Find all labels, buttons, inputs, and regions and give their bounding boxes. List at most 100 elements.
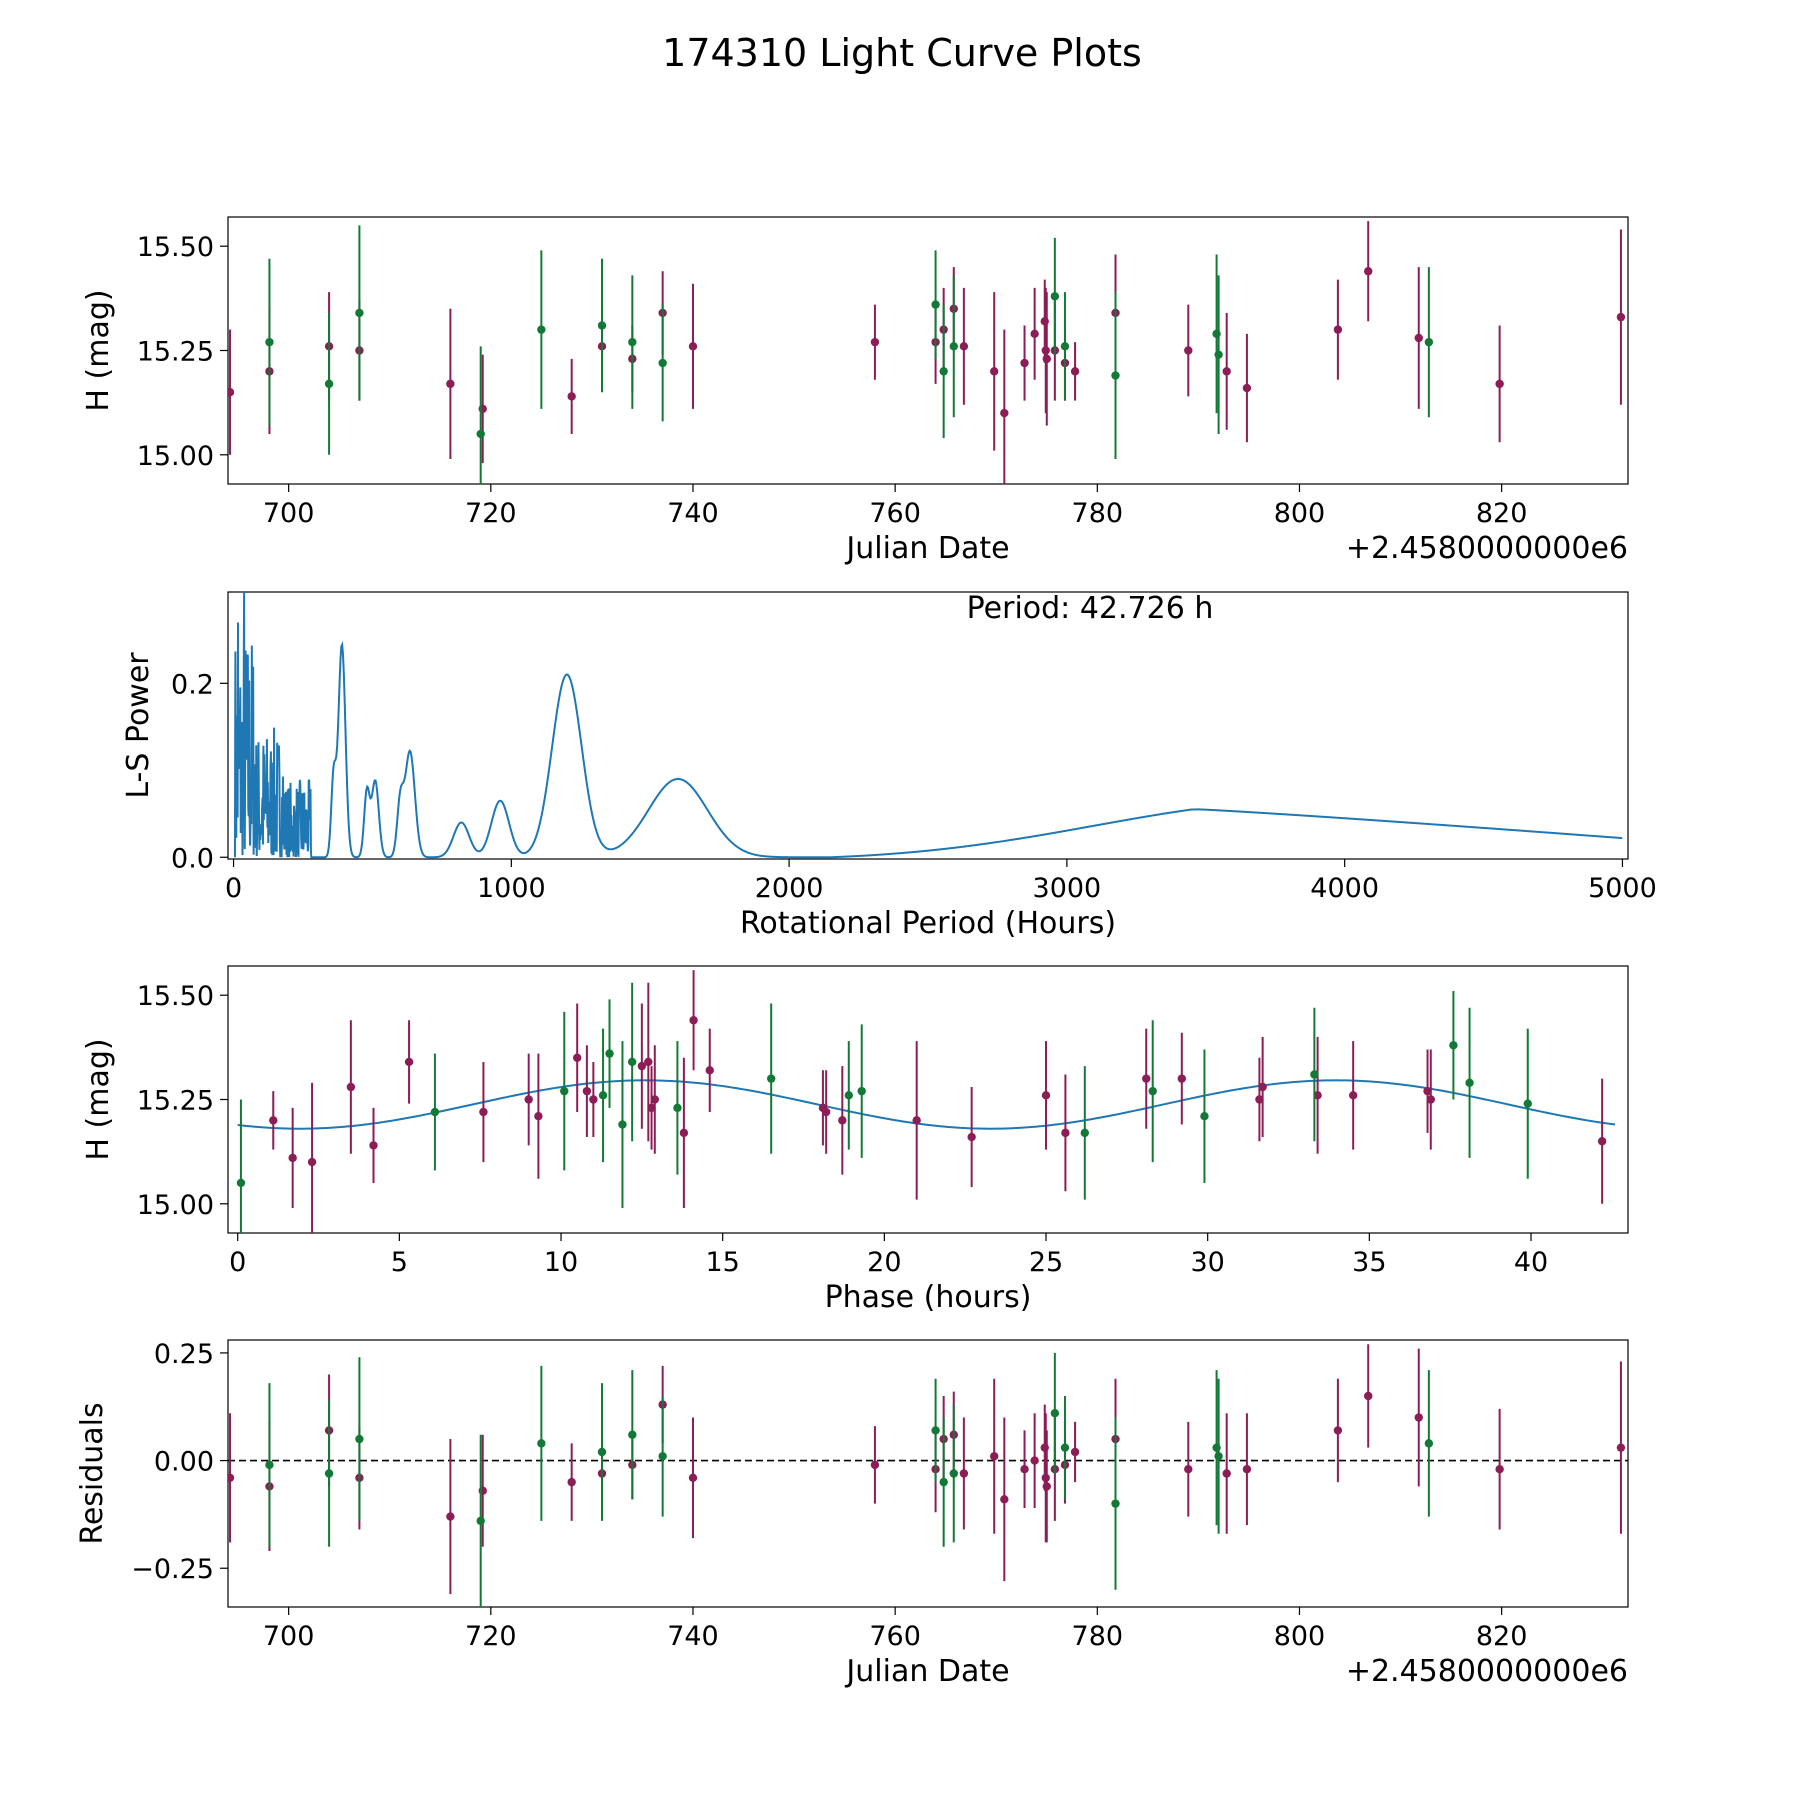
data-point-r <box>1495 379 1504 389</box>
data-point-g <box>597 1447 607 1457</box>
data-point-g <box>1050 292 1060 301</box>
x-tick-label: 780 <box>1072 498 1124 529</box>
data-point-r <box>1364 267 1373 276</box>
data-point-g <box>598 1091 608 1100</box>
data-point-g <box>628 1430 637 1439</box>
data-point-g <box>560 1086 569 1096</box>
data-point-g <box>1214 1452 1223 1461</box>
data-point-r <box>1333 325 1343 334</box>
data-point-g <box>355 308 364 318</box>
x-axis-label: Julian Date <box>844 531 1009 566</box>
data-point-r <box>870 337 880 347</box>
x-tick-label: 35 <box>1352 1247 1386 1278</box>
data-point-r <box>479 1107 488 1117</box>
data-point-g <box>1310 1070 1319 1079</box>
axes-frame <box>227 965 1629 1234</box>
x-tick-label: 0 <box>225 873 242 904</box>
data-point-r <box>1414 333 1423 343</box>
data-point-r <box>1061 1128 1070 1138</box>
panel-residuals: 700 720 740 760 780 800 820 −0.25 0.00 0.25 Julian… <box>75 1339 1629 1689</box>
x-tick-label: 740 <box>667 1621 719 1652</box>
y-tick-label: 0.0 <box>171 843 214 874</box>
data-point-r <box>959 1469 969 1478</box>
data-point-r <box>524 1095 533 1104</box>
data-point-r <box>688 1473 698 1483</box>
data-point-r <box>821 1107 831 1117</box>
data-point-r <box>689 1016 698 1025</box>
data-point-g <box>1060 342 1070 351</box>
data-point-g <box>931 300 940 309</box>
x-tick-label: 1000 <box>477 873 546 904</box>
x-tick-label: 4000 <box>1310 873 1379 904</box>
data-point-g <box>265 337 274 347</box>
data-point-r <box>369 1141 378 1150</box>
x-tick-label: 3000 <box>1033 873 1102 904</box>
data-point-g <box>1050 1409 1060 1418</box>
panel-periodogram: 0 1000 2000 3000 4000 5000 0.0 0.2 Rotational Pe… <box>121 591 1657 941</box>
data-point-r <box>1426 1095 1435 1104</box>
data-point-r <box>1364 1391 1373 1401</box>
data-point-r <box>1184 346 1193 355</box>
data-point-g <box>658 358 667 368</box>
data-point-r <box>1000 1495 1009 1504</box>
data-point-g <box>1080 1128 1090 1138</box>
data-point-g <box>931 1426 940 1435</box>
data-layer <box>228 221 1626 484</box>
data-point-r <box>647 1103 656 1113</box>
data-point-r <box>1070 367 1080 376</box>
data-point-g <box>1424 337 1434 347</box>
data-point-r <box>582 1086 592 1096</box>
x-tick-label: 760 <box>869 1621 921 1652</box>
data-point-r <box>1616 312 1626 322</box>
data-point-r <box>1030 1456 1039 1465</box>
data-point-g <box>618 1120 627 1129</box>
data-point-r <box>446 1512 455 1521</box>
data-point-r <box>567 392 576 401</box>
data-point-r <box>1242 383 1252 393</box>
fit-curve <box>237 1079 1616 1130</box>
data-point-r <box>959 342 969 351</box>
data-point-r <box>1070 1447 1080 1457</box>
x-tick-label: 780 <box>1072 1621 1124 1652</box>
y-tick-label: 0.25 <box>154 1339 214 1370</box>
x-offset-text: +2.4580000000e6 <box>1346 531 1628 566</box>
x-tick-label: 760 <box>869 498 921 529</box>
data-point-g <box>537 1439 546 1448</box>
data-point-r <box>534 1111 543 1121</box>
data-point-r <box>990 1452 999 1461</box>
y-axis-label: H (mag) <box>81 1038 116 1160</box>
y-tick-label: 15.25 <box>137 337 214 368</box>
x-tick-label: 15 <box>706 1247 740 1278</box>
data-point-g <box>1424 1439 1434 1448</box>
x-tick-label: 2000 <box>755 873 824 904</box>
y-axis-label: L-S Power <box>121 652 156 799</box>
y-tick-label: 15.00 <box>137 1190 214 1221</box>
data-point-r <box>589 1095 598 1104</box>
x-tick-label: 820 <box>1476 1621 1528 1652</box>
data-point-r <box>1258 1082 1267 1092</box>
data-point-r <box>1177 1074 1187 1083</box>
data-point-r <box>1242 1464 1252 1474</box>
data-point-r <box>346 1082 356 1092</box>
panel-lightcurve: 700 720 740 760 780 800 820 15.00 15.25 15.50 Juli… <box>81 216 1629 566</box>
x-tick-label: 20 <box>867 1247 901 1278</box>
data-point-g <box>844 1091 853 1100</box>
y-tick-label: 15.25 <box>137 1086 214 1117</box>
data-point-r <box>1222 1469 1231 1478</box>
data-point-r <box>870 1460 880 1470</box>
data-point-g <box>766 1074 776 1083</box>
x-axis-label: Rotational Period (Hours) <box>740 906 1116 941</box>
axes-frame <box>227 591 1629 860</box>
axes-frame <box>227 1339 1629 1608</box>
data-point-g <box>1200 1111 1209 1121</box>
data-point-g <box>628 337 637 347</box>
data-point-g <box>537 325 546 334</box>
data-point-r <box>269 1116 278 1125</box>
data-point-r <box>1020 358 1029 368</box>
x-tick-label: 800 <box>1274 1621 1326 1652</box>
data-point-r <box>307 1157 317 1167</box>
x-tick-label: 720 <box>465 1621 517 1652</box>
panel-phased: 0 5 10 15 20 25 30 35 40 15.00 15.25 15.50 Phase (ho… <box>81 965 1629 1315</box>
y-tick-label: −0.25 <box>131 1554 214 1585</box>
